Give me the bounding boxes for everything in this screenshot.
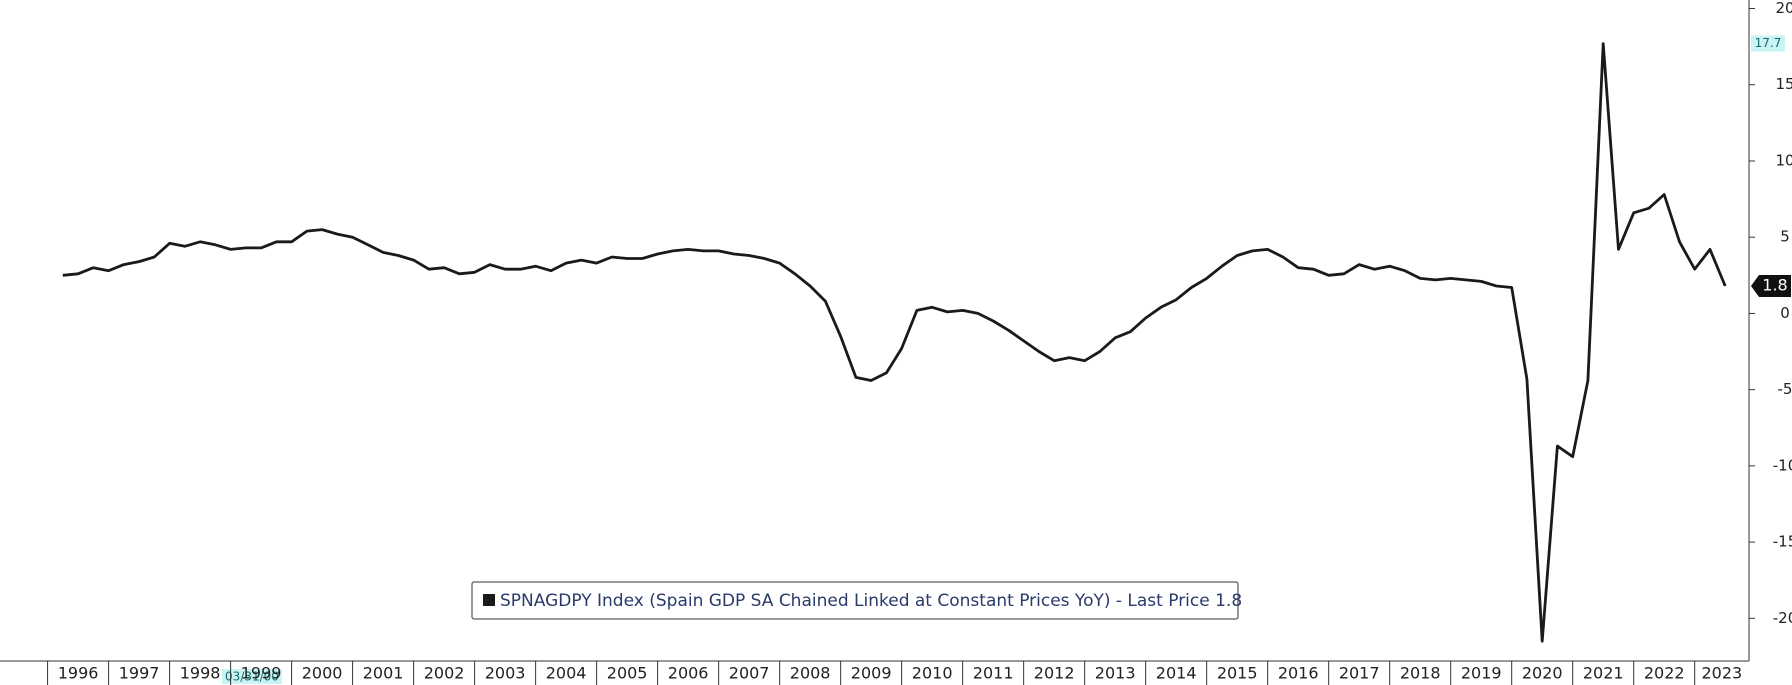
legend-swatch xyxy=(483,594,495,606)
legend-label: SPNAGDPY Index (Spain GDP SA Chained Lin… xyxy=(500,591,1242,611)
max-label: 17.7 xyxy=(1755,36,1782,50)
y-tick-label: 0 xyxy=(1780,304,1790,322)
x-tick-label: 2021 xyxy=(1583,664,1624,683)
y-tick-label: -10 xyxy=(1773,456,1792,474)
x-tick-label: 2012 xyxy=(1034,664,1075,683)
last-label-bg xyxy=(1751,274,1791,297)
x-tick-label: 2006 xyxy=(668,664,709,683)
last-label: 1.8 xyxy=(1762,275,1787,294)
x-tick-label: 1997 xyxy=(119,664,160,683)
y-tick-label: 15 xyxy=(1775,75,1792,93)
x-tick-label: 2009 xyxy=(851,664,892,683)
x-tick-label: 2003 xyxy=(485,664,526,683)
series-line xyxy=(62,42,1727,643)
x-tick-label: 2008 xyxy=(790,664,831,683)
x-tick-label: 2017 xyxy=(1339,664,1380,683)
x-tick-label: 2001 xyxy=(363,664,404,683)
legend: SPNAGDPY Index (Spain GDP SA Chained Lin… xyxy=(471,581,1242,620)
x-tick-label: 2019 xyxy=(1461,664,1502,683)
x-tick-label: 2014 xyxy=(1156,664,1197,683)
x-tick-label: 2013 xyxy=(1095,664,1136,683)
x-tick-label: 2007 xyxy=(729,664,770,683)
x-tick-label: 2005 xyxy=(607,664,648,683)
x-tick-label: 1999 xyxy=(241,664,282,683)
legend-box xyxy=(471,581,1239,620)
x-tick-label: 1996 xyxy=(58,664,99,683)
y-tick-label: 5 xyxy=(1780,228,1790,246)
cursor-label-bg xyxy=(222,669,282,684)
y-tick-label: -15 xyxy=(1773,533,1792,551)
x-tick-label: 2011 xyxy=(973,664,1014,683)
y-tick-label: 20 xyxy=(1775,0,1792,17)
x-tick-label: 2023 xyxy=(1701,664,1742,683)
x-tick-label: 2020 xyxy=(1522,664,1563,683)
x-tick-label: 2016 xyxy=(1278,664,1319,683)
x-tick-label: 2015 xyxy=(1217,664,1258,683)
y-tick-label: 10 xyxy=(1775,151,1792,169)
x-tick-label: 2004 xyxy=(546,664,587,683)
x-tick-label: 2010 xyxy=(912,664,953,683)
x-tick-label: 2000 xyxy=(302,664,343,683)
y-tick-label: -5 xyxy=(1778,380,1792,398)
cursor-label: 03/31/00 xyxy=(225,670,279,684)
x-tick-label: 2018 xyxy=(1400,664,1441,683)
x-tick-label: 1998 xyxy=(180,664,221,683)
max-label-bg xyxy=(1751,35,1785,52)
y-tick-label: -20 xyxy=(1773,609,1792,627)
x-tick-label: 2002 xyxy=(424,664,465,683)
x-tick-label: 2022 xyxy=(1644,664,1685,683)
